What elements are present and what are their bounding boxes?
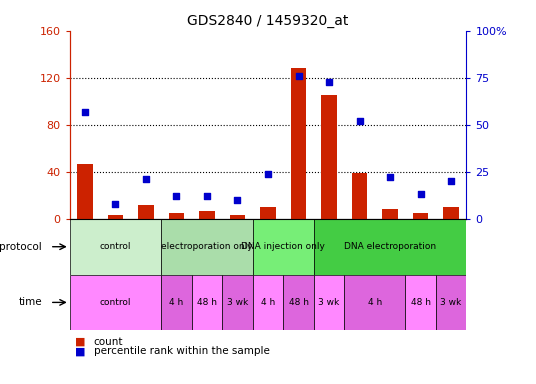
- Bar: [283, 275, 314, 330]
- Text: 4 h: 4 h: [261, 298, 275, 307]
- Bar: [314, 219, 466, 275]
- Point: [172, 193, 181, 199]
- Bar: [253, 219, 314, 275]
- Point: [111, 201, 120, 207]
- Point: [386, 174, 394, 180]
- Bar: [70, 219, 161, 275]
- Bar: [260, 207, 276, 219]
- Text: ■: ■: [75, 346, 86, 356]
- Bar: [222, 275, 253, 330]
- Text: 48 h: 48 h: [197, 298, 217, 307]
- Text: 3 wk: 3 wk: [227, 298, 248, 307]
- Text: control: control: [100, 242, 131, 251]
- Bar: [161, 219, 253, 275]
- Bar: [443, 207, 459, 219]
- Point: [233, 197, 242, 203]
- Text: 48 h: 48 h: [288, 298, 309, 307]
- Bar: [344, 275, 405, 330]
- Text: 3 wk: 3 wk: [318, 298, 340, 307]
- Bar: [77, 164, 93, 219]
- Bar: [291, 68, 306, 219]
- Bar: [382, 210, 398, 219]
- Text: 4 h: 4 h: [368, 298, 382, 307]
- Bar: [405, 275, 436, 330]
- Text: 3 wk: 3 wk: [441, 298, 461, 307]
- Bar: [352, 173, 367, 219]
- Title: GDS2840 / 1459320_at: GDS2840 / 1459320_at: [187, 14, 349, 28]
- Bar: [230, 215, 245, 219]
- Bar: [413, 213, 428, 219]
- Text: DNA injection only: DNA injection only: [241, 242, 325, 251]
- Point: [264, 170, 272, 177]
- Bar: [192, 275, 222, 330]
- Text: count: count: [94, 337, 123, 347]
- Bar: [322, 95, 337, 219]
- Text: electroporation only: electroporation only: [161, 242, 253, 251]
- Point: [294, 73, 303, 79]
- Point: [355, 118, 364, 124]
- Point: [416, 191, 425, 197]
- Bar: [314, 275, 344, 330]
- Text: time: time: [18, 297, 42, 308]
- Text: 48 h: 48 h: [411, 298, 430, 307]
- Point: [142, 176, 150, 182]
- Bar: [70, 275, 161, 330]
- Bar: [253, 275, 283, 330]
- Bar: [161, 275, 192, 330]
- Text: protocol: protocol: [0, 242, 42, 252]
- Bar: [199, 211, 214, 219]
- Point: [203, 193, 211, 199]
- Point: [447, 178, 456, 184]
- Bar: [108, 215, 123, 219]
- Bar: [138, 205, 154, 219]
- Bar: [436, 275, 466, 330]
- Text: ■: ■: [75, 337, 86, 347]
- Text: percentile rank within the sample: percentile rank within the sample: [94, 346, 270, 356]
- Point: [80, 109, 89, 115]
- Text: control: control: [100, 298, 131, 307]
- Bar: [169, 213, 184, 219]
- Text: DNA electroporation: DNA electroporation: [344, 242, 436, 251]
- Text: 4 h: 4 h: [169, 298, 184, 307]
- Point: [325, 78, 333, 84]
